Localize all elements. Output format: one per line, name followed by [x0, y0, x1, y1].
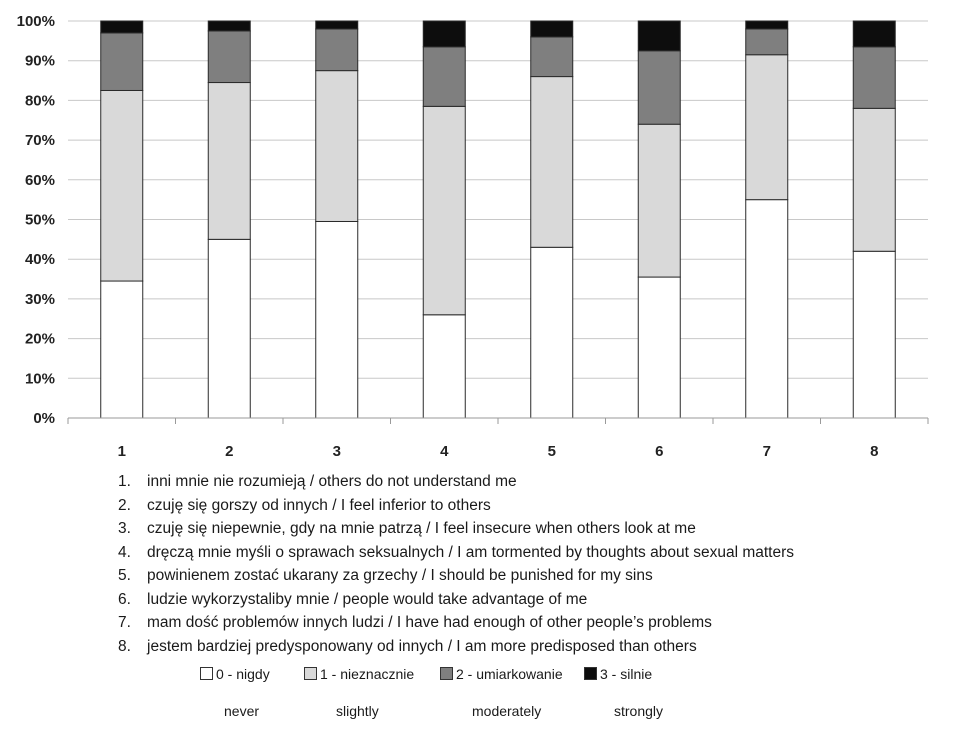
bar-segment-slightly-5 — [530, 76, 574, 248]
bar-segment-never-7 — [745, 199, 789, 419]
bar-segment-strongly-1 — [100, 20, 144, 34]
legend-label: 2 - umiarkowanie — [456, 666, 563, 682]
note-text: ludzie wykorzystaliby mnie / people woul… — [147, 590, 588, 608]
x-tick-label: 6 — [655, 443, 663, 460]
note-text: jestem bardziej predysponowany od innych… — [147, 637, 697, 655]
x-tick-label: 3 — [333, 443, 341, 460]
note-item: 2. czuję się gorszy od innych / I feel in… — [118, 494, 794, 518]
x-tick-label: 7 — [763, 443, 771, 460]
bar-segment-strongly-6 — [637, 20, 681, 52]
bar-segment-moderately-8 — [852, 46, 896, 109]
note-text: mam dość problemów innych ludzi / I have… — [147, 614, 712, 631]
note-number: 1. — [118, 473, 131, 490]
bar-segment-moderately-7 — [745, 28, 789, 56]
legend-english-slightly: slightly — [336, 703, 379, 719]
y-tick-label: 0% — [33, 410, 55, 427]
note-number: 5. — [118, 567, 131, 584]
bar-segment-slightly-2 — [207, 82, 251, 240]
x-tick-label: 4 — [440, 443, 449, 460]
gridlines — [68, 20, 928, 419]
y-tick-label: 90% — [25, 53, 55, 70]
bar-segment-never-5 — [530, 246, 574, 419]
bar-segment-slightly-3 — [315, 70, 359, 222]
bar-segment-strongly-4 — [422, 20, 466, 48]
bar-segment-strongly-3 — [315, 20, 359, 30]
legend-english-never: never — [224, 703, 260, 719]
x-tick-label: 2 — [225, 443, 233, 460]
note-text: czuję się niepewnie, gdy na mnie patrzą … — [147, 520, 696, 537]
category-notes-list: 1. inni mnie nie rozumieją / others do no… — [118, 470, 794, 658]
stacked-bar-chart: 0% 10% 20% 30% 40% 50% 60% 70% 80% 90% 100% 1 2 3 4 5 6… — [17, 13, 929, 460]
y-tick-label: 30% — [25, 291, 55, 308]
y-axis-ticks: 0% 10% 20% 30% 40% 50% 60% 70% 80% 90% 100% — [17, 13, 55, 427]
bar-segment-moderately-1 — [100, 32, 144, 91]
bar-segment-slightly-4 — [422, 105, 466, 316]
legend-item-moderately: 2 - umiarkowanie — [440, 666, 563, 682]
y-tick-label: 80% — [25, 92, 55, 109]
bar-segment-moderately-6 — [637, 50, 681, 125]
legend-swatch-icon — [200, 667, 213, 680]
y-tick-label: 50% — [25, 212, 55, 229]
legend-swatch-icon — [584, 667, 597, 680]
legend-english-strongly: strongly — [614, 703, 664, 719]
legend-swatch-icon — [440, 667, 453, 680]
note-number: 7. — [118, 614, 131, 631]
bar-segment-never-4 — [422, 314, 466, 419]
legend-item-slightly: 1 - nieznacznie — [304, 666, 414, 682]
note-item: 4. dręczą mnie myśli o sprawach seksualny… — [118, 541, 794, 565]
note-number: 3. — [118, 520, 131, 537]
x-tick-label: 1 — [118, 443, 126, 460]
bar-segment-strongly-8 — [852, 20, 896, 48]
note-text: czuję się gorszy od innych / I feel infe… — [147, 496, 491, 514]
bar-segment-strongly-2 — [207, 20, 251, 32]
bar-segment-slightly-6 — [637, 123, 681, 278]
bar-segment-slightly-1 — [100, 89, 144, 282]
note-item: 1. inni mnie nie rozumieją / others do no… — [118, 470, 794, 494]
legend-item-never: 0 - nigdy — [200, 666, 270, 682]
bars — [100, 20, 896, 419]
y-tick-label: 40% — [25, 251, 55, 268]
note-number: 6. — [118, 590, 131, 608]
legend-label: 1 - nieznacznie — [320, 666, 415, 682]
y-tick-label: 10% — [25, 370, 55, 387]
bar-segment-slightly-8 — [852, 107, 896, 252]
bar-segment-moderately-5 — [530, 36, 574, 78]
bar-segment-slightly-7 — [745, 54, 789, 201]
y-tick-label: 60% — [25, 172, 55, 189]
y-tick-label: 20% — [25, 331, 55, 348]
note-number: 8. — [118, 637, 131, 655]
bar-segment-never-2 — [207, 238, 251, 419]
bar-segment-moderately-2 — [207, 30, 251, 84]
bar-segment-strongly-5 — [530, 20, 574, 38]
bar-segment-moderately-3 — [315, 28, 359, 72]
y-tick-label: 70% — [25, 132, 55, 149]
note-item: 3. czuję się niepewnie, gdy na mnie patrz… — [118, 517, 794, 541]
legend-label: 0 - nigdy — [216, 666, 270, 682]
x-axis-ticks: 1 2 3 4 5 6 7 8 — [67, 418, 929, 460]
legend-label: 3 - silnie — [600, 666, 653, 682]
y-tick-label: 100% — [17, 13, 55, 30]
note-text: inni mnie nie rozumieją / others do not … — [147, 473, 517, 490]
note-item: 5. powinienem zostać ukarany za grzechy /… — [118, 564, 794, 588]
bar-segment-never-6 — [637, 276, 681, 419]
bar-segment-never-8 — [852, 250, 896, 419]
note-text: powinienem zostać ukarany za grzechy / I… — [147, 567, 653, 584]
legend-item-strongly: 3 - silnie — [584, 666, 652, 682]
bar-segment-moderately-4 — [422, 46, 466, 107]
note-number: 4. — [118, 543, 131, 561]
note-number: 2. — [118, 496, 131, 514]
note-item: 6. ludzie wykorzystaliby mnie / people wo… — [118, 588, 794, 612]
note-item: 7. mam dość problemów innych ludzi / I ha… — [118, 611, 794, 635]
note-item: 8. jestem bardziej predysponowany od inny… — [118, 635, 794, 659]
x-tick-label: 5 — [548, 443, 556, 460]
bar-segment-never-3 — [315, 220, 359, 419]
legend-english-moderately: moderately — [472, 703, 542, 719]
note-text: dręczą mnie myśli o sprawach seksualnych… — [147, 543, 794, 561]
bar-segment-strongly-7 — [745, 20, 789, 30]
bar-segment-never-1 — [100, 280, 144, 419]
legend-swatch-icon — [304, 667, 317, 680]
x-tick-label: 8 — [870, 443, 878, 460]
